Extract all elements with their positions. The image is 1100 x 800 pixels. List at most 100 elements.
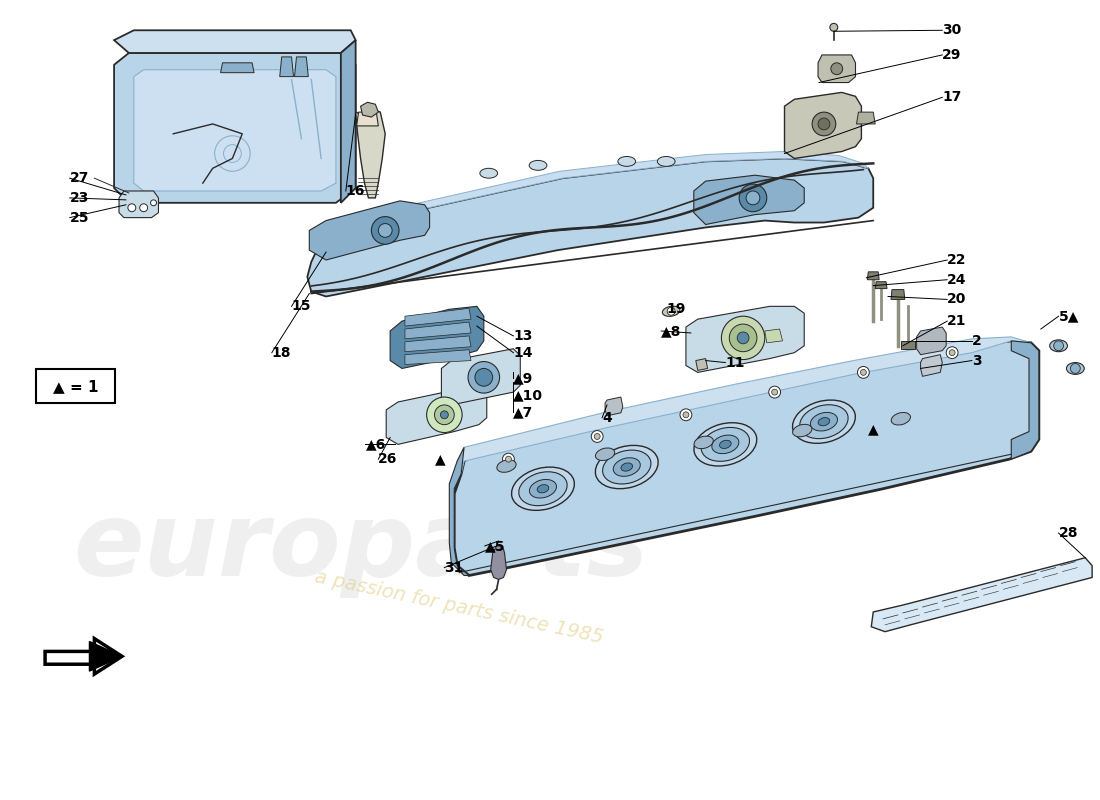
Ellipse shape xyxy=(603,450,651,484)
Ellipse shape xyxy=(793,424,812,437)
Text: ▲: ▲ xyxy=(868,422,879,437)
Polygon shape xyxy=(405,350,471,365)
Polygon shape xyxy=(309,201,430,260)
Polygon shape xyxy=(901,341,914,349)
Circle shape xyxy=(592,430,603,442)
Circle shape xyxy=(128,204,135,212)
Text: 2: 2 xyxy=(971,334,981,348)
Circle shape xyxy=(772,389,778,395)
Circle shape xyxy=(468,362,499,393)
Circle shape xyxy=(739,184,767,212)
Text: 4: 4 xyxy=(602,410,612,425)
Ellipse shape xyxy=(529,479,557,498)
Polygon shape xyxy=(114,53,355,203)
Circle shape xyxy=(440,411,449,418)
Circle shape xyxy=(722,316,764,359)
Polygon shape xyxy=(694,175,804,225)
Text: ▲10: ▲10 xyxy=(514,388,543,402)
Ellipse shape xyxy=(662,306,680,316)
Circle shape xyxy=(506,456,512,462)
Polygon shape xyxy=(818,55,856,82)
Circle shape xyxy=(680,409,692,421)
Circle shape xyxy=(427,397,462,433)
Circle shape xyxy=(378,223,392,238)
Ellipse shape xyxy=(1067,362,1085,374)
Ellipse shape xyxy=(497,460,516,472)
Text: 19: 19 xyxy=(667,302,685,316)
Polygon shape xyxy=(441,349,520,405)
Polygon shape xyxy=(696,358,707,370)
Polygon shape xyxy=(341,40,355,203)
Polygon shape xyxy=(390,306,484,369)
Ellipse shape xyxy=(694,436,713,449)
Text: 21: 21 xyxy=(947,314,967,328)
Ellipse shape xyxy=(512,467,574,510)
Text: ▲5: ▲5 xyxy=(485,539,505,553)
Polygon shape xyxy=(45,638,122,674)
Ellipse shape xyxy=(519,472,568,506)
Polygon shape xyxy=(307,158,873,297)
Polygon shape xyxy=(857,112,876,124)
Circle shape xyxy=(503,454,515,465)
Polygon shape xyxy=(355,109,385,198)
Circle shape xyxy=(812,112,836,136)
Ellipse shape xyxy=(694,422,757,466)
Polygon shape xyxy=(605,397,623,416)
FancyBboxPatch shape xyxy=(36,370,116,403)
Text: 24: 24 xyxy=(947,273,967,286)
Polygon shape xyxy=(323,151,868,230)
Circle shape xyxy=(1054,341,1064,350)
Text: 28: 28 xyxy=(1058,526,1078,540)
Polygon shape xyxy=(221,63,254,73)
Ellipse shape xyxy=(529,161,547,170)
Circle shape xyxy=(668,307,675,315)
Polygon shape xyxy=(871,558,1092,632)
Text: 5▲: 5▲ xyxy=(1058,309,1079,323)
Text: 17: 17 xyxy=(943,90,961,104)
Ellipse shape xyxy=(618,157,636,166)
Text: 18: 18 xyxy=(272,346,292,360)
Polygon shape xyxy=(279,57,294,77)
Circle shape xyxy=(1070,363,1080,374)
Text: 23: 23 xyxy=(69,191,89,205)
Polygon shape xyxy=(764,329,782,343)
Polygon shape xyxy=(114,30,355,53)
Circle shape xyxy=(140,204,147,212)
Polygon shape xyxy=(921,354,943,376)
Polygon shape xyxy=(784,92,861,158)
Polygon shape xyxy=(119,191,158,218)
Ellipse shape xyxy=(891,413,911,425)
Ellipse shape xyxy=(595,446,658,489)
Text: 22: 22 xyxy=(947,253,967,267)
Circle shape xyxy=(372,217,399,244)
Polygon shape xyxy=(405,336,471,352)
Text: europarts: europarts xyxy=(73,498,648,598)
Circle shape xyxy=(683,412,689,418)
Circle shape xyxy=(594,434,601,439)
Circle shape xyxy=(946,346,958,358)
Text: 13: 13 xyxy=(514,329,532,343)
Ellipse shape xyxy=(613,458,640,476)
Circle shape xyxy=(746,191,760,205)
Polygon shape xyxy=(686,306,804,372)
Text: a passion for parts since 1985: a passion for parts since 1985 xyxy=(314,567,605,647)
Circle shape xyxy=(769,386,781,398)
Text: 3: 3 xyxy=(971,354,981,367)
Text: 31: 31 xyxy=(444,561,464,574)
Polygon shape xyxy=(405,308,471,326)
Ellipse shape xyxy=(719,440,732,449)
Ellipse shape xyxy=(480,168,497,178)
Polygon shape xyxy=(454,341,1038,575)
Text: 15: 15 xyxy=(292,299,311,314)
Polygon shape xyxy=(1011,341,1038,459)
Ellipse shape xyxy=(701,427,749,462)
Circle shape xyxy=(829,23,838,31)
Text: 30: 30 xyxy=(943,23,961,38)
Circle shape xyxy=(860,370,867,375)
Polygon shape xyxy=(458,337,1031,474)
Text: ▲: ▲ xyxy=(434,452,446,466)
Text: ▲9: ▲9 xyxy=(514,371,534,386)
Polygon shape xyxy=(891,290,905,299)
Ellipse shape xyxy=(1049,340,1067,352)
Circle shape xyxy=(818,118,829,130)
